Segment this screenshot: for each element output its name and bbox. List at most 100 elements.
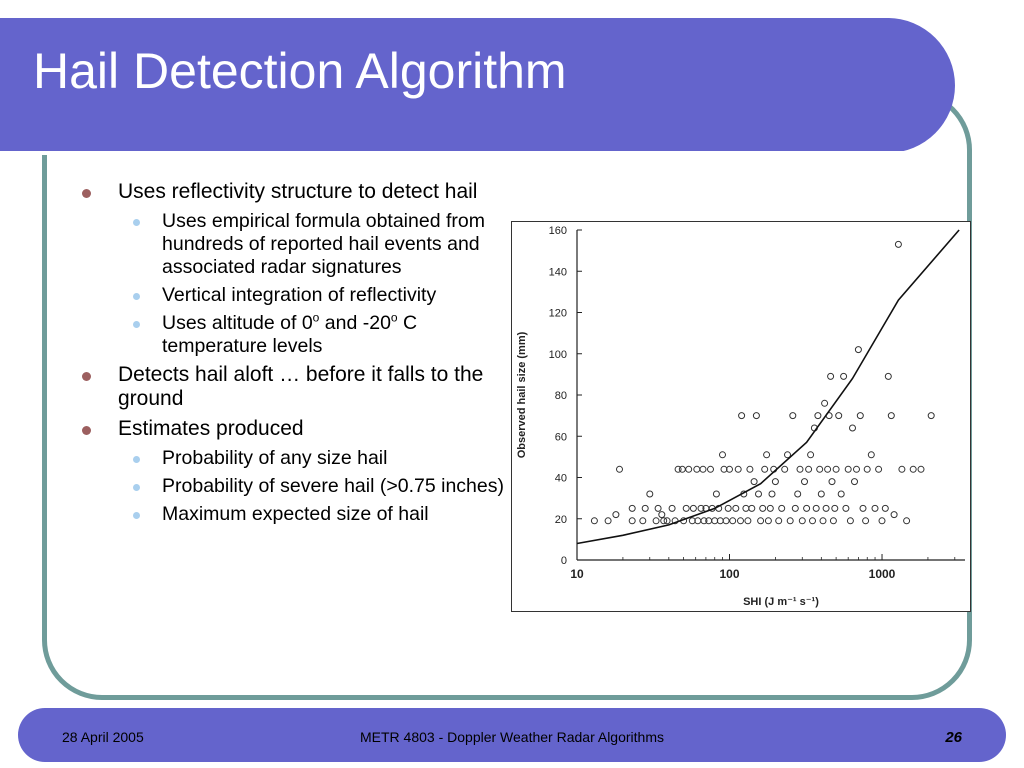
data-point <box>827 372 835 380</box>
temp-mid: and -20 <box>319 312 391 334</box>
x-tick-label: 100 <box>719 567 739 581</box>
data-point <box>604 517 612 525</box>
data-point <box>744 517 752 525</box>
data-point <box>784 451 791 459</box>
data-point <box>789 412 797 420</box>
data-point <box>809 517 816 525</box>
data-point <box>724 504 732 512</box>
data-point <box>794 490 802 498</box>
subbullet-text: Probability of severe hail (>0.75 inches… <box>162 475 504 497</box>
data-point <box>755 490 762 498</box>
data-point <box>775 517 783 525</box>
data-point <box>682 504 690 512</box>
data-point <box>846 517 854 525</box>
data-point <box>894 240 902 248</box>
temp-post: C temperature levels <box>162 312 418 357</box>
data-point <box>759 504 767 512</box>
data-point <box>890 511 898 519</box>
y-tick-label: 80 <box>555 390 567 402</box>
footer-page-number: 26 <box>945 729 962 746</box>
data-point <box>639 517 647 525</box>
degree-sup-2: o <box>390 310 398 325</box>
x-axis-label: SHI (J m⁻¹ s⁻¹) <box>743 596 819 608</box>
data-point <box>927 412 935 420</box>
subbullet-altitude: Uses altitude of 0o and -20o C temperatu… <box>78 312 508 358</box>
data-point <box>778 504 786 512</box>
bullet-text: Detects hail aloft … before it falls to … <box>118 363 484 410</box>
data-point <box>732 504 740 512</box>
data-point <box>851 478 858 486</box>
data-point <box>685 465 693 473</box>
data-point <box>898 465 906 473</box>
hail-size-scatter-chart: 0 20 40 60 80 100 120 140 160 10 100 1000 SHI (J m⁻¹… <box>511 221 971 612</box>
data-point <box>707 465 714 473</box>
data-point <box>711 517 719 525</box>
footer-course: METR 4803 - Doppler Weather Radar Algori… <box>360 729 664 745</box>
data-point <box>761 465 769 473</box>
subbullet-dot <box>133 293 140 300</box>
subbullet-text: Uses altitude of 0o and -20o C temperatu… <box>162 312 508 358</box>
data-point <box>859 504 867 512</box>
footer-date: 28 April 2005 <box>62 729 144 745</box>
subbullet-prob-severe: Probability of severe hail (>0.75 inches… <box>78 475 508 498</box>
data-point <box>668 504 676 512</box>
data-point <box>832 465 840 473</box>
data-point <box>699 465 707 473</box>
data-point <box>663 517 671 525</box>
data-point <box>829 517 837 525</box>
data-point <box>641 504 649 512</box>
data-point <box>712 490 720 498</box>
bullet-text: Uses reflectivity structure to detect ha… <box>118 180 478 203</box>
data-point <box>903 517 911 525</box>
data-point <box>842 504 850 512</box>
data-point <box>878 517 886 525</box>
data-point <box>812 504 820 512</box>
data-point <box>828 478 836 486</box>
chart-svg: 0 20 40 60 80 100 120 140 160 10 100 1000 SHI (J m⁻¹… <box>516 225 965 608</box>
subbullet-prob-any: Probability of any size hail <box>78 447 508 470</box>
data-point <box>757 517 765 525</box>
data-point <box>748 504 756 512</box>
subbullet-vertical: Vertical integration of reflectivity <box>78 284 508 307</box>
data-point <box>689 504 697 512</box>
subbullet-text: Uses empirical formula obtained from hun… <box>162 210 485 278</box>
data-point <box>871 504 879 512</box>
bullet-text: Estimates produced <box>118 417 304 440</box>
data-point <box>628 504 636 512</box>
data-point <box>822 504 830 512</box>
data-point <box>854 346 862 354</box>
y-tick-label: 40 <box>555 473 567 485</box>
data-point <box>768 490 776 498</box>
subbullet-dot <box>133 484 140 491</box>
subbullet-text: Maximum expected size of hail <box>162 503 429 525</box>
data-point <box>821 399 829 407</box>
data-point <box>737 517 744 525</box>
y-tick-label: 160 <box>549 225 567 237</box>
data-point <box>628 517 636 525</box>
subbullet-text: Vertical integration of reflectivity <box>162 284 437 306</box>
data-point <box>917 465 925 473</box>
y-tick-label: 60 <box>555 431 567 443</box>
data-point <box>814 412 822 420</box>
data-point <box>693 465 701 473</box>
title-bar <box>0 18 955 155</box>
temp-pre: Uses altitude of 0 <box>162 312 313 334</box>
data-point <box>805 465 813 473</box>
y-tick-label: 140 <box>549 266 567 278</box>
data-point <box>835 412 843 420</box>
data-point <box>831 504 839 512</box>
x-tick-label: 1000 <box>869 567 896 581</box>
data-point <box>734 465 742 473</box>
data-point <box>844 465 852 473</box>
subbullet-text: Probability of any size hail <box>162 447 388 469</box>
subbullet-empirical: Uses empirical formula obtained from hun… <box>78 210 508 279</box>
data-point <box>909 465 917 473</box>
data-point <box>798 517 806 525</box>
data-point <box>862 517 870 525</box>
data-point <box>816 465 824 473</box>
data-point <box>763 451 771 459</box>
bullet-list: Uses reflectivity structure to detect ha… <box>78 180 508 531</box>
data-point <box>863 465 871 473</box>
x-tick-label: 10 <box>570 567 584 581</box>
data-point <box>716 517 724 525</box>
